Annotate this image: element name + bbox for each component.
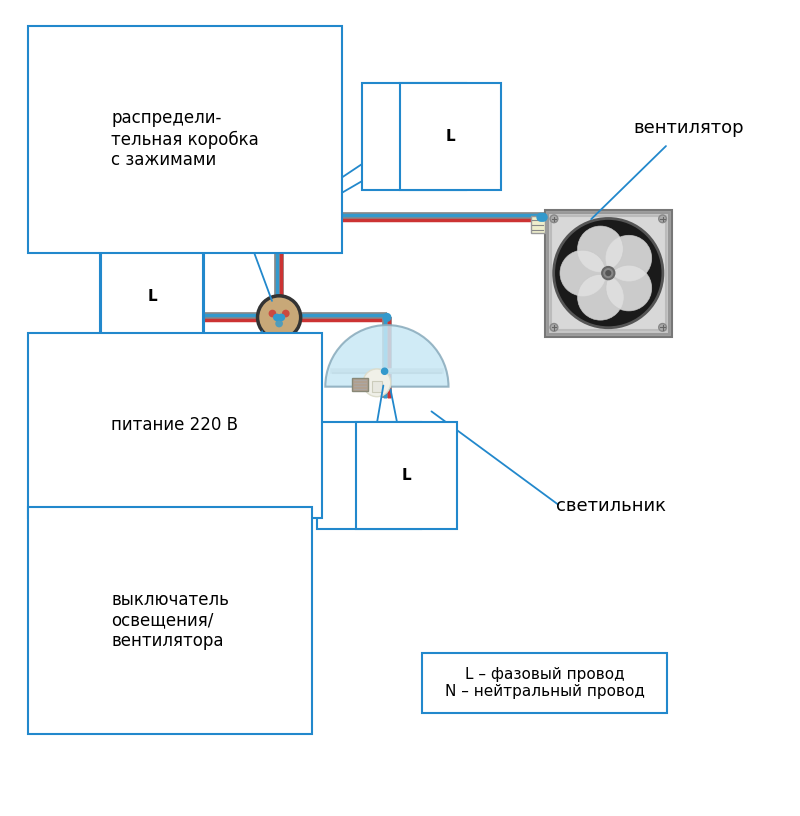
Text: N: N	[146, 272, 158, 286]
Circle shape	[269, 490, 274, 494]
Text: выключатель
освещения/
вентилятора: выключатель освещения/ вентилятора	[111, 591, 229, 650]
Circle shape	[602, 267, 614, 279]
FancyBboxPatch shape	[422, 653, 667, 713]
Circle shape	[658, 215, 666, 223]
Text: светильник: светильник	[556, 497, 666, 515]
Text: L – фазовый провод
N – нейтральный провод: L – фазовый провод N – нейтральный прово…	[445, 667, 645, 699]
Circle shape	[578, 274, 623, 320]
FancyBboxPatch shape	[256, 483, 302, 529]
Circle shape	[382, 368, 388, 375]
Circle shape	[275, 214, 283, 221]
FancyBboxPatch shape	[551, 215, 666, 330]
Text: L: L	[147, 289, 157, 304]
Text: L: L	[446, 129, 456, 144]
Circle shape	[605, 270, 611, 276]
FancyBboxPatch shape	[548, 213, 669, 334]
Wedge shape	[326, 325, 449, 387]
Circle shape	[550, 215, 558, 223]
Text: L: L	[402, 468, 411, 483]
Circle shape	[606, 265, 652, 311]
Circle shape	[537, 214, 545, 221]
Circle shape	[282, 309, 290, 317]
Circle shape	[383, 313, 390, 322]
Circle shape	[363, 369, 390, 397]
Circle shape	[258, 296, 301, 339]
FancyBboxPatch shape	[372, 381, 382, 392]
Circle shape	[275, 320, 283, 327]
FancyBboxPatch shape	[262, 489, 296, 523]
Circle shape	[578, 226, 623, 272]
Circle shape	[560, 251, 606, 296]
Circle shape	[274, 314, 280, 321]
Circle shape	[550, 323, 558, 331]
Circle shape	[539, 214, 547, 221]
Circle shape	[554, 219, 663, 328]
Circle shape	[658, 323, 666, 331]
FancyBboxPatch shape	[266, 493, 278, 520]
Text: распредели-
тельная коробка
с зажимами: распредели- тельная коробка с зажимами	[111, 109, 259, 170]
FancyBboxPatch shape	[352, 378, 368, 391]
Text: питание 220 В: питание 220 В	[111, 416, 238, 434]
Circle shape	[606, 235, 652, 281]
Text: N: N	[363, 468, 375, 483]
Circle shape	[269, 309, 276, 317]
FancyBboxPatch shape	[279, 493, 293, 520]
FancyBboxPatch shape	[545, 210, 672, 337]
Circle shape	[278, 314, 285, 321]
Text: N: N	[407, 129, 420, 144]
FancyBboxPatch shape	[531, 215, 545, 233]
Text: вентилятор: вентилятор	[634, 119, 744, 137]
